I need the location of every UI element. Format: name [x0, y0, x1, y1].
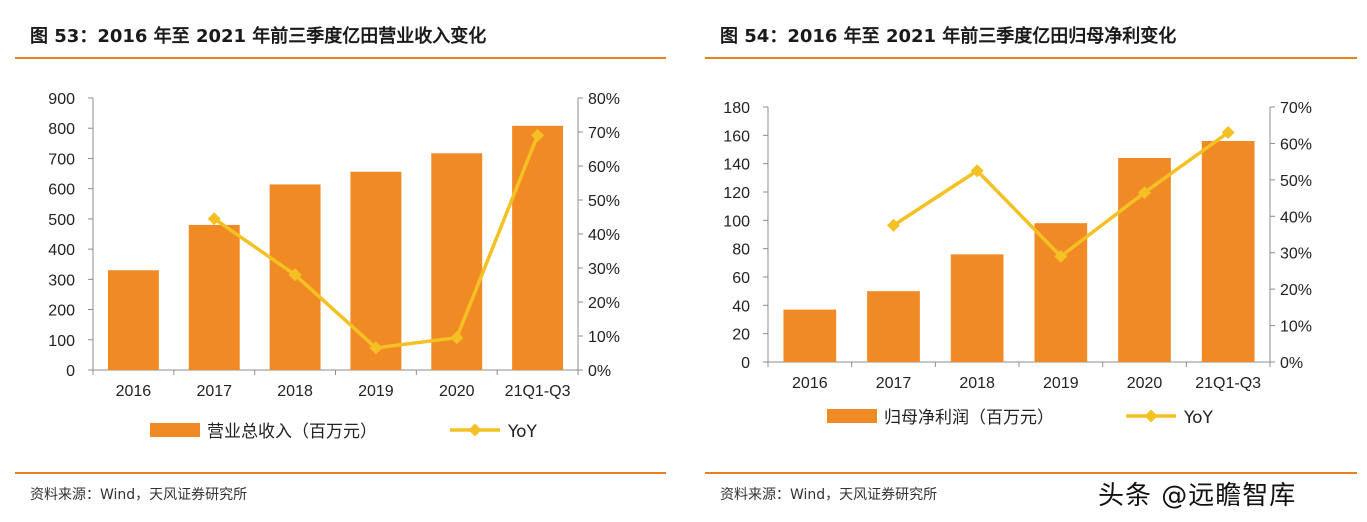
right-tick-label: 70%: [588, 125, 620, 142]
revenue-chart: 0 100 200 300 400 500 600 700 800 900 0% 10% 20% 30% 4…: [48, 91, 620, 442]
right-tick-label: 20%: [588, 295, 620, 312]
left-tick-label: 400: [48, 242, 75, 259]
watermark-text: 头条 @远瞻智库: [1098, 481, 1297, 511]
right-tick-label: 60%: [1280, 136, 1312, 153]
left-tick-label: 40: [732, 298, 750, 315]
yoy-point: [1054, 249, 1068, 263]
legend-bar-label: 营业总收入（百万元）: [207, 422, 377, 442]
right-tick-label: 10%: [588, 329, 620, 346]
x-tick-label: 2020: [439, 383, 475, 400]
left-tick-label: 500: [48, 212, 75, 229]
right-tick-label: 50%: [588, 193, 620, 210]
yoy-point: [288, 268, 302, 282]
x-tick-label: 2019: [1043, 375, 1079, 392]
x-tick-label: 21Q1-Q3: [1195, 375, 1261, 392]
bar-21Q1-Q3: [512, 125, 564, 370]
yoy-point: [450, 331, 464, 345]
x-tick-label: 2017: [196, 383, 232, 400]
left-tick-label: 20: [732, 327, 750, 344]
right-tick-label: 40%: [1280, 209, 1312, 226]
bottom-rule: [15, 472, 666, 474]
yoy-point: [207, 212, 221, 226]
x-tick-label: 2018: [277, 383, 313, 400]
chart-panel-profit: 图 54：2016 年至 2021 年前三季度亿田归母净利变化 0 20 40 60 8…: [690, 0, 1367, 522]
source-note: 资料来源：Wind，天风证券研究所: [30, 487, 248, 503]
legend-bar-swatch: [150, 423, 200, 437]
right-tick-label: 20%: [1280, 282, 1312, 299]
x-tick-label: 21Q1-Q3: [505, 383, 571, 400]
right-tick-label: 30%: [1280, 246, 1312, 263]
legend-line-label: YoY: [507, 422, 538, 442]
legend-bar-label: 归母净利润（百万元）: [884, 408, 1054, 428]
x-tick-label: 2017: [876, 375, 912, 392]
yoy-point: [531, 128, 545, 142]
top-rule: [705, 57, 1357, 59]
left-tick-label: 700: [48, 151, 75, 168]
x-tick-label: 2019: [358, 383, 394, 400]
chart-panel-revenue: 图 53：2016 年至 2021 年前三季度亿田营业收入变化 0 100 200 3…: [0, 0, 676, 522]
top-rule: [15, 57, 666, 59]
left-tick-label: 120: [723, 185, 750, 202]
right-tick-label: 0%: [1280, 355, 1303, 372]
left-tick-label: 60: [732, 270, 750, 287]
bar-2018: [950, 254, 1004, 362]
right-tick-label: 70%: [1280, 100, 1312, 117]
left-tick-label: 80: [732, 242, 750, 259]
left-tick-label: 800: [48, 121, 75, 138]
source-note: 资料来源：Wind，天风证券研究所: [720, 487, 938, 503]
x-tick-label: 2018: [959, 375, 995, 392]
right-tick-label: 10%: [1280, 319, 1312, 336]
left-tick-label: 300: [48, 272, 75, 289]
left-tick-label: 0: [741, 355, 750, 372]
legend-bar-swatch: [827, 409, 877, 423]
figure-title: 图 53：2016 年至 2021 年前三季度亿田营业收入变化: [30, 26, 487, 47]
left-tick-label: 100: [723, 213, 750, 230]
x-tick-label: 2016: [792, 375, 828, 392]
right-tick-label: 30%: [588, 261, 620, 278]
legend-line-label: YoY: [1183, 408, 1214, 428]
yoy-point: [369, 341, 383, 355]
x-tick-label: 2016: [116, 383, 152, 400]
legend-line-marker: [468, 423, 482, 437]
bar-2019: [350, 171, 402, 370]
left-tick-label: 0: [66, 363, 75, 380]
bar-2016: [783, 309, 837, 362]
left-tick-label: 180: [723, 100, 750, 117]
right-tick-label: 40%: [588, 227, 620, 244]
bar-21Q1-Q3: [1201, 141, 1255, 362]
profit-chart: 0 20 40 60 80 100 120 140 160 180 0% 10% 20% 30% 40% 50…: [723, 100, 1312, 428]
left-tick-label: 200: [48, 303, 75, 320]
yoy-point: [1138, 186, 1151, 200]
bar-2019: [1034, 223, 1088, 362]
right-tick-label: 0%: [588, 363, 611, 380]
yoy-point: [1221, 126, 1235, 139]
left-tick-label: 900: [48, 91, 75, 108]
left-tick-label: 100: [48, 333, 75, 350]
right-tick-label: 60%: [588, 159, 620, 176]
left-tick-label: 160: [723, 128, 750, 145]
legend-line-marker: [1144, 409, 1158, 423]
left-tick-label: 140: [723, 157, 750, 174]
bar-2017: [867, 291, 920, 362]
x-tick-label: 2020: [1127, 375, 1163, 392]
yoy-point: [970, 164, 984, 178]
right-tick-label: 50%: [1280, 173, 1312, 190]
yoy-point: [887, 218, 900, 232]
left-tick-label: 600: [48, 182, 75, 199]
right-tick-label: 80%: [588, 91, 620, 108]
figure-title: 图 54：2016 年至 2021 年前三季度亿田归母净利变化: [720, 26, 1177, 47]
bottom-rule: [705, 472, 1357, 474]
bar-2017: [188, 224, 240, 370]
bar-2016: [107, 270, 159, 370]
